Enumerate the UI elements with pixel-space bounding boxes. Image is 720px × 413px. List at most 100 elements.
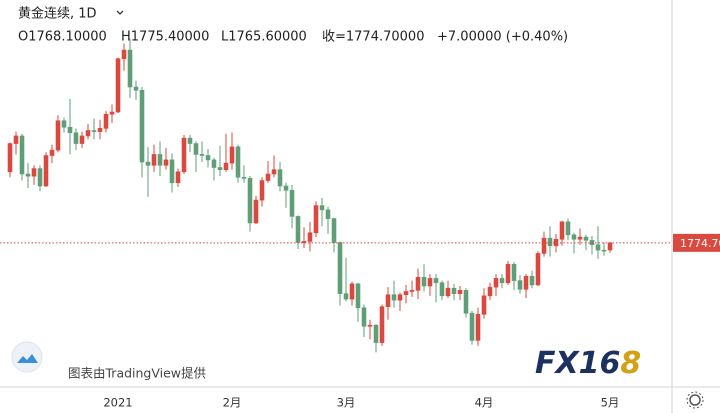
candle-body <box>373 324 379 343</box>
x-tick-label: 2月 <box>223 396 242 410</box>
candle-body <box>475 314 481 341</box>
candle-body <box>271 169 277 175</box>
candle-body <box>151 154 157 166</box>
candle-body <box>31 168 37 177</box>
candle-body <box>217 167 223 170</box>
candle-body <box>295 216 301 243</box>
candle-body <box>361 307 367 327</box>
candle-body <box>391 294 397 301</box>
candle-body <box>37 168 43 187</box>
candle-body <box>103 113 109 129</box>
header-open: O1768.10000 <box>18 30 107 45</box>
watermark-accent: 8 <box>620 346 641 381</box>
candle-body <box>49 149 55 156</box>
candle-body <box>109 111 115 115</box>
header-close: 收=1774.70000 <box>322 30 424 45</box>
candle-body <box>331 218 337 243</box>
candle-body <box>427 278 433 287</box>
plot <box>0 39 672 353</box>
candle-body <box>121 49 127 60</box>
candle-body <box>499 278 505 284</box>
candle-body <box>133 86 139 91</box>
candle-body <box>511 263 517 281</box>
candle-body <box>181 137 187 173</box>
candle-body <box>469 312 475 341</box>
candle-body <box>145 161 151 166</box>
chevron-icon[interactable] <box>116 10 124 15</box>
candle-body <box>595 244 601 251</box>
candle-body <box>403 291 409 296</box>
candle-body <box>127 49 133 88</box>
candle-body <box>91 130 97 132</box>
last-price-box <box>673 233 720 252</box>
candle-body <box>367 324 373 327</box>
last-price-label: 1774.70 <box>680 237 720 250</box>
candle-body <box>385 294 391 307</box>
candle-body <box>541 237 547 254</box>
candle-body <box>337 242 343 294</box>
candle-body <box>13 135 19 144</box>
watermark: FX168 <box>535 346 641 381</box>
candle-body <box>253 199 259 224</box>
candle-body <box>583 236 589 241</box>
candle-body <box>97 128 103 132</box>
candle-body <box>415 277 421 291</box>
candle-body <box>199 154 205 156</box>
candle-body <box>433 278 439 284</box>
candle-body <box>139 89 145 163</box>
candle-body <box>529 275 535 286</box>
candle-body <box>439 282 445 297</box>
header-high: H1775.40000 <box>121 30 209 45</box>
candle-body <box>169 159 175 184</box>
candle-body <box>301 241 307 243</box>
candle-body <box>313 205 319 234</box>
candle-body <box>535 253 541 286</box>
candle-body <box>265 173 271 181</box>
candle-body <box>517 280 523 290</box>
candle-body <box>325 209 331 219</box>
candle-body <box>547 237 553 247</box>
candle-body <box>571 234 577 240</box>
settings-icon[interactable] <box>686 391 704 409</box>
candle-body <box>73 132 79 144</box>
candle-body <box>79 135 85 144</box>
candle-body <box>577 236 583 240</box>
chart-title: 黄金连续, 1D <box>18 6 97 22</box>
candle-body <box>355 283 361 309</box>
candle-body <box>481 295 487 315</box>
candle-body <box>43 155 49 187</box>
candle-body <box>559 221 565 240</box>
candle-body <box>319 205 325 211</box>
candle-body <box>421 277 427 287</box>
candle-body <box>445 287 451 297</box>
candle-body <box>397 294 403 301</box>
x-tick-label: 2021 <box>103 396 132 410</box>
candle-body <box>463 290 469 314</box>
candle-body <box>247 178 253 224</box>
candle-body <box>187 137 193 144</box>
candle-body <box>289 190 295 217</box>
candle-body <box>601 249 607 252</box>
x-tick-label: 5月 <box>601 396 620 410</box>
candle-body <box>211 159 217 168</box>
header-change: +7.00000 (+0.40%) <box>437 30 568 45</box>
candle-body <box>241 176 247 179</box>
candle-body <box>7 143 13 173</box>
x-tick-label: 4月 <box>475 396 494 410</box>
candle-body <box>85 130 91 137</box>
candle-body <box>25 173 31 177</box>
candle-body <box>193 143 199 155</box>
candle-body <box>487 286 493 297</box>
candle-body <box>67 126 73 133</box>
tv-logo[interactable] <box>11 341 43 373</box>
candle-body <box>157 154 163 166</box>
candle-body <box>457 290 463 294</box>
candle-body <box>379 306 385 343</box>
candle-body <box>235 146 241 178</box>
candle-body <box>205 155 211 161</box>
candle-body <box>175 171 181 184</box>
candle-body <box>523 275 529 290</box>
header-low: L1765.60000 <box>221 30 307 45</box>
candle-body <box>283 185 289 191</box>
